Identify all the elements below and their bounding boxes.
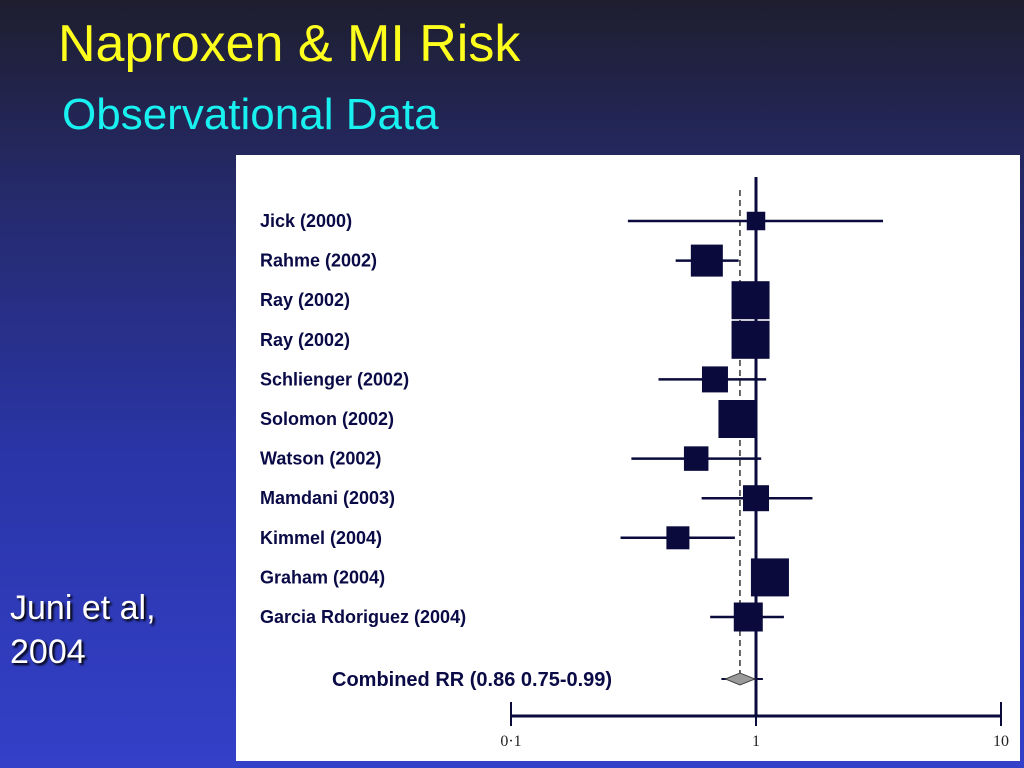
slide-subtitle: Observational Data [62, 90, 439, 139]
effect-marker [666, 526, 690, 550]
effect-marker [690, 244, 723, 277]
study-label: Jick (2000) [260, 211, 352, 231]
effect-marker [746, 211, 766, 231]
study-label: Ray (2002) [260, 330, 350, 350]
effect-marker [683, 446, 709, 471]
effect-marker [731, 281, 770, 320]
effect-marker [701, 366, 728, 393]
effect-marker [743, 485, 769, 512]
effect-marker [718, 400, 757, 438]
study-label: Garcia Rdoriguez (2004) [260, 607, 466, 627]
effect-marker [750, 558, 789, 597]
study-label: Kimmel (2004) [260, 528, 382, 548]
summary-diamond [724, 672, 757, 686]
forest-plot: Jick (2000) Rahme (2002) Ray (2002) Ray (20… [260, 177, 1009, 750]
effect-marker [731, 320, 770, 359]
study-label: Solomon (2002) [260, 409, 394, 429]
study-label: Watson (2002) [260, 449, 381, 469]
study-label: Rahme (2002) [260, 251, 377, 271]
combined-label: Combined RR (0.86 0.75-0.99) [332, 669, 612, 691]
study-label: Ray (2002) [260, 290, 350, 310]
forest-plot-panel: Jick (2000) Rahme (2002) Ray (2002) Ray (20… [236, 155, 1020, 761]
x-tick-label: 10 [993, 733, 1009, 750]
x-tick-label: 0·1 [500, 733, 521, 750]
study-label: Schlienger (2002) [260, 369, 409, 389]
effect-marker [733, 602, 763, 632]
study-label: Mamdani (2003) [260, 488, 395, 508]
citation-text: Juni et al, 2004 [10, 589, 156, 671]
x-tick-label: 1 [752, 733, 760, 750]
study-label: Graham (2004) [260, 567, 385, 587]
slide-title: Naproxen & MI Risk [58, 15, 521, 73]
